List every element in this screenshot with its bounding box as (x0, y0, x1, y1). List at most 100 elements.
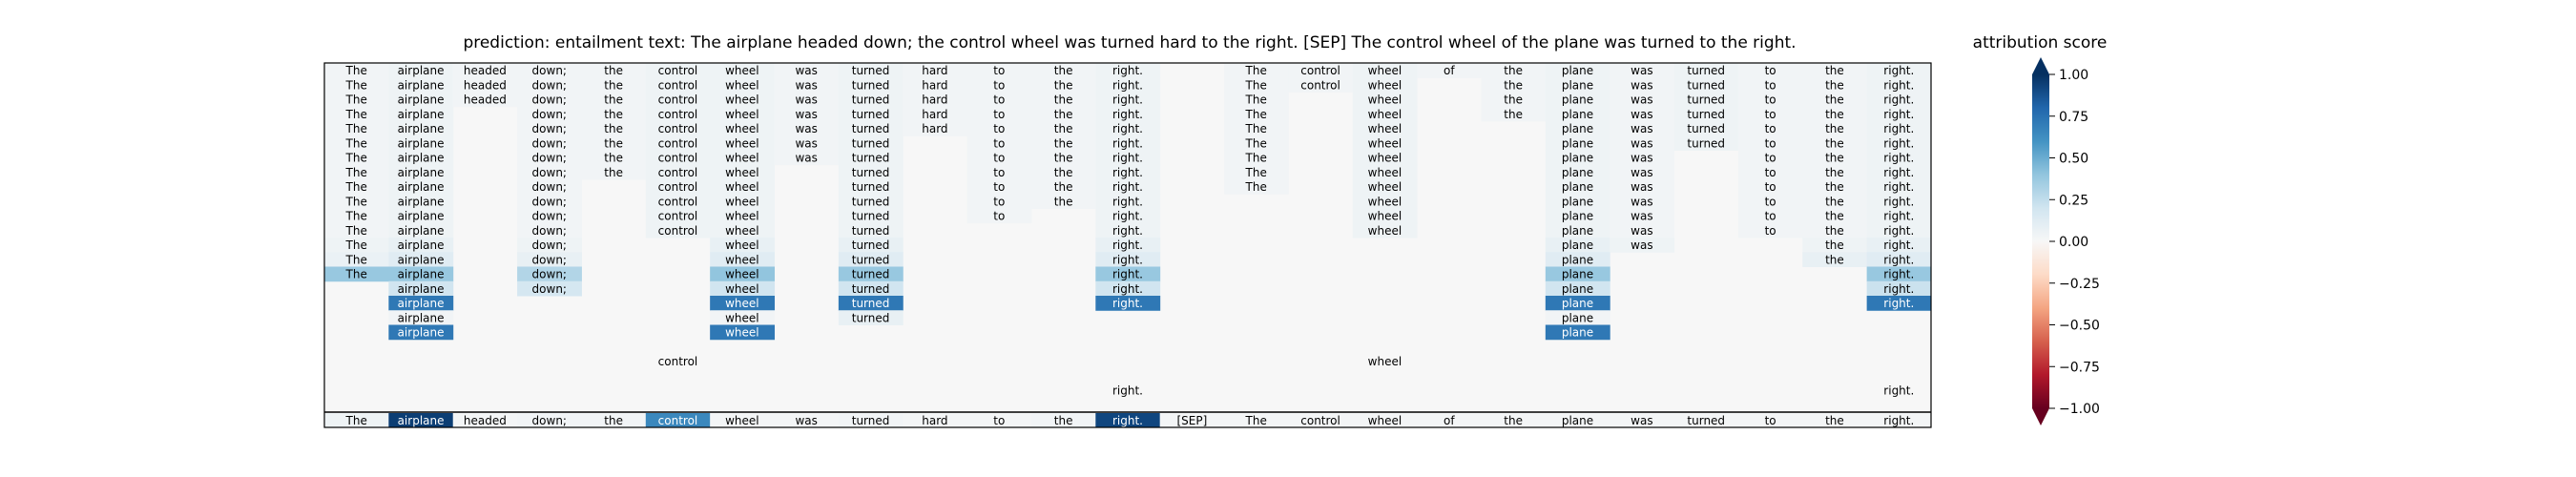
token-label: the (1054, 414, 1073, 427)
heatmap-cell-label: was (1631, 210, 1652, 223)
heatmap-cell (1866, 280, 1932, 297)
heatmap-cell-label: was (795, 152, 817, 165)
heatmap-cell (1610, 106, 1675, 122)
heatmap: The airplane headed down; the control wheel was… (324, 63, 1932, 427)
heatmap-cell (1737, 106, 1803, 122)
heatmap-cell (1866, 150, 1932, 166)
heatmap-cell-label: the (1825, 166, 1844, 179)
heatmap-cell-label: plane (1562, 180, 1593, 194)
heatmap-cell-label: airplane (398, 311, 445, 324)
heatmap-cell (710, 164, 776, 180)
heatmap-cell-label: plane (1562, 224, 1593, 238)
heatmap-cell-label: down; (532, 136, 567, 150)
heatmap-cell (388, 63, 454, 78)
heatmap-cell (324, 106, 389, 122)
heatmap-cell (710, 121, 776, 136)
heatmap-cell (581, 121, 647, 136)
heatmap-cell (388, 106, 454, 122)
token-label: wheel (725, 414, 759, 427)
colorbar-tick-label: 0.00 (2059, 235, 2088, 250)
heatmap-cell (1288, 77, 1354, 93)
heatmap-cell-label: the (1054, 136, 1073, 150)
token-label: wheel (1368, 414, 1402, 427)
heatmap-cell (517, 164, 582, 180)
heatmap-cell (1866, 63, 1932, 78)
token-cell (1802, 413, 1868, 427)
heatmap-cell (838, 252, 904, 267)
heatmap-cell (966, 208, 1032, 224)
heatmap-cell (1545, 150, 1610, 166)
heatmap-cell (774, 150, 840, 166)
heatmap-cell-label: down; (532, 238, 567, 252)
heatmap-cell-label: right. (1883, 297, 1914, 310)
heatmap-cell-label: turned (852, 282, 890, 296)
heatmap-cell (645, 222, 711, 238)
heatmap-cell-label: headed (464, 64, 507, 77)
token-cell (1030, 413, 1096, 427)
heatmap-cell-label: wheel (1368, 166, 1402, 179)
heatmap-cell (1095, 179, 1161, 195)
heatmap-cell (388, 266, 454, 282)
heatmap-cell (388, 296, 454, 311)
heatmap-cell-label: the (1825, 210, 1844, 223)
heatmap-cell-label: wheel (725, 282, 759, 296)
heatmap-cell (1866, 194, 1932, 209)
heatmap-cell-label: the (1825, 253, 1844, 266)
heatmap-cell-label: plane (1562, 195, 1593, 208)
heatmap-cell (774, 135, 840, 151)
heatmap-cell (838, 92, 904, 108)
heatmap-cell (1545, 208, 1610, 224)
heatmap-cell-label: hard (922, 64, 947, 77)
token-label: to (1765, 414, 1776, 427)
token-label: right. (1112, 414, 1143, 427)
heatmap-cell-label: plane (1562, 136, 1593, 150)
heatmap-cell (1866, 238, 1932, 253)
heatmap-cell (645, 121, 711, 136)
heatmap-cell (388, 135, 454, 151)
heatmap-cell (1545, 194, 1610, 209)
heatmap-cell (1866, 383, 1932, 399)
heatmap-cell (1352, 222, 1418, 238)
heatmap-cell-label: wheel (725, 152, 759, 165)
heatmap-cell (838, 150, 904, 166)
token-cell (645, 413, 711, 427)
heatmap-cell (517, 121, 582, 136)
heatmap-cell-label: turned (852, 166, 890, 179)
heatmap-cell-label: airplane (398, 210, 445, 223)
heatmap-cell-label: to (1765, 166, 1776, 179)
heatmap-cell-label: hard (922, 78, 947, 92)
heatmap-cell (966, 164, 1032, 180)
heatmap-cell (710, 310, 776, 325)
heatmap-cell (645, 208, 711, 224)
heatmap-cell-label: wheel (1368, 78, 1402, 92)
token-label: airplane (398, 414, 445, 427)
heatmap-cell-label: to (1765, 136, 1776, 150)
heatmap-cell (1610, 208, 1675, 224)
heatmap-cell (838, 222, 904, 238)
chart-title: prediction: entailment text: The airplan… (463, 33, 1796, 52)
heatmap-cell-label: the (604, 78, 623, 92)
heatmap-cell-label: the (1825, 136, 1844, 150)
heatmap-cell (388, 252, 454, 267)
heatmap-cell-label: to (1765, 152, 1776, 165)
heatmap-cell-label: wheel (1368, 122, 1402, 135)
heatmap-cell-label: plane (1562, 122, 1593, 135)
heatmap-cell-label: down; (532, 253, 567, 266)
heatmap-cell-label: the (1504, 108, 1523, 121)
heatmap-cell-label: was (1631, 78, 1652, 92)
heatmap-cell-label: to (993, 78, 1005, 92)
heatmap-cell-label: turned (852, 122, 890, 135)
heatmap-cell-label: turned (852, 152, 890, 165)
heatmap-cell-label: to (1765, 180, 1776, 194)
heatmap-cell (1352, 106, 1418, 122)
colorbar-tick-label: 0.50 (2059, 152, 2088, 167)
token-cell (324, 413, 389, 427)
heatmap-cell-label: right. (1112, 136, 1143, 150)
heatmap-cell (903, 92, 968, 108)
token-label: turned (1687, 414, 1725, 427)
heatmap-cell (1095, 121, 1161, 136)
heatmap-cell (1802, 164, 1868, 180)
heatmap-cell (774, 63, 840, 78)
heatmap-cell (581, 77, 647, 93)
heatmap-cell-label: turned (1687, 64, 1725, 77)
